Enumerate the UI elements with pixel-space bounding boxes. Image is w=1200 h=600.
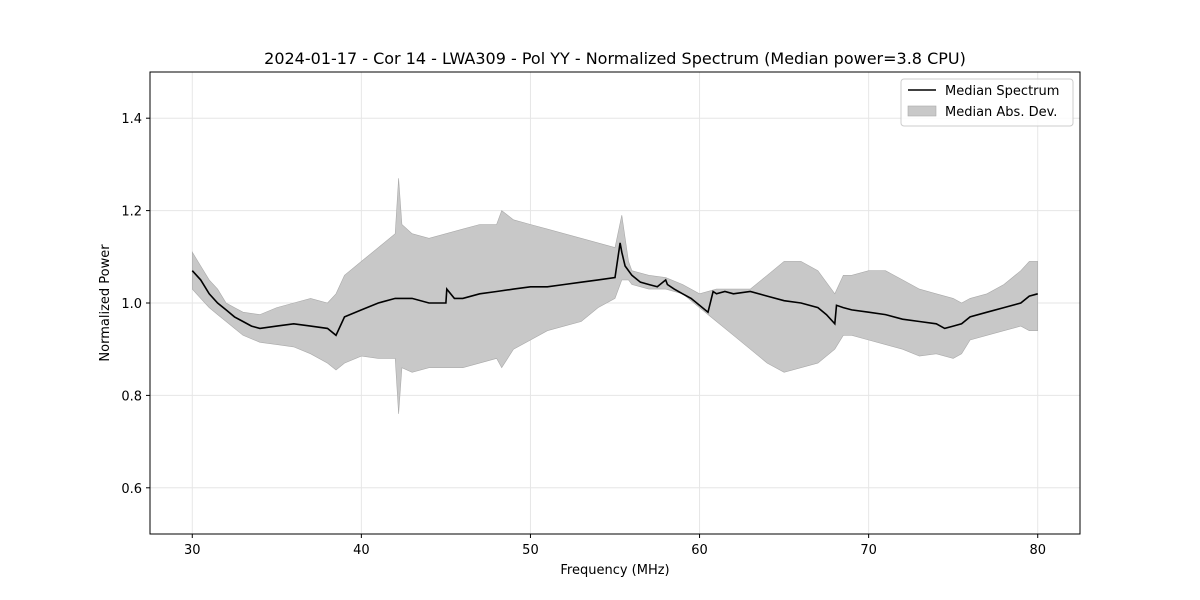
- legend-box: [900, 78, 1074, 127]
- y-tick-label: 1.2: [121, 205, 142, 220]
- y-tick-label: 1.4: [121, 112, 142, 127]
- y-tick-label: 1.0: [121, 297, 142, 312]
- x-tick-label: 70: [860, 543, 877, 558]
- legend: Median Spectrum Median Abs. Dev.: [900, 78, 1074, 127]
- median-spectrum-line: [191, 242, 1038, 337]
- legend-label-median-spectrum: Median Spectrum: [945, 84, 1059, 99]
- chart-title: 2024-01-17 - Cor 14 - LWA309 - Pol YY - …: [264, 49, 966, 68]
- x-tick-label: 50: [522, 543, 539, 558]
- x-tick-label: 80: [1029, 543, 1046, 558]
- y-tick-label: 0.8: [121, 389, 142, 404]
- x-tick-label: 60: [691, 543, 708, 558]
- legend-label-mad: Median Abs. Dev.: [945, 105, 1057, 120]
- y-tick-label: 0.6: [121, 482, 142, 497]
- mad-band: [192, 178, 1038, 414]
- y-axis: 0.6 0.8 1.0 1.2 1.4: [121, 112, 150, 497]
- x-axis-label: Frequency (MHz): [560, 563, 669, 578]
- x-axis: 30 40 50 60 70 80: [184, 534, 1046, 558]
- y-axis-label: Normalized Power: [98, 244, 113, 362]
- x-tick-label: 30: [184, 543, 201, 558]
- x-tick-label: 40: [353, 543, 370, 558]
- legend-band-swatch: [907, 105, 937, 117]
